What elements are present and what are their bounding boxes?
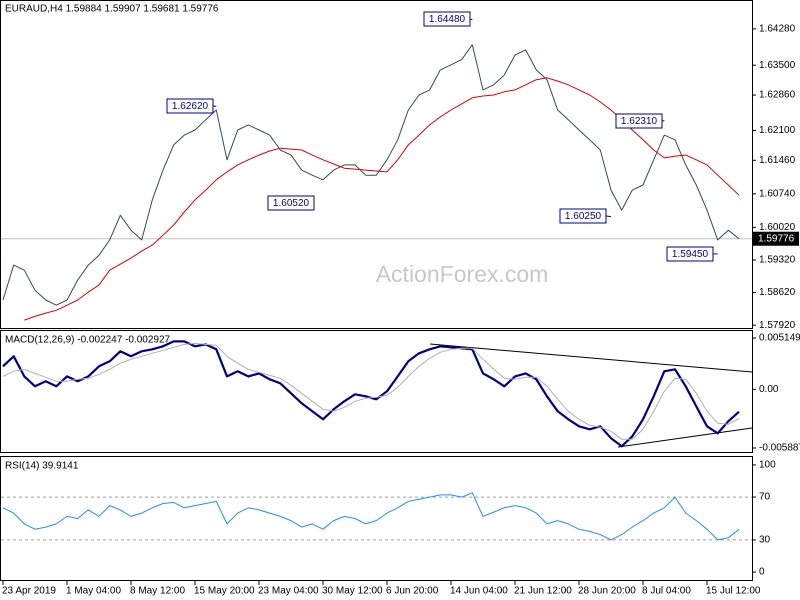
x-tick-label: 6 Jun 20:00 (386, 586, 439, 597)
y-tick-label: 70 (759, 492, 771, 503)
y-tick-label: 0.00 (759, 384, 779, 395)
y-tick-label: 30 (759, 535, 771, 546)
rsi-panel (0, 456, 753, 581)
x-tick-label: 21 Jun 12:00 (514, 586, 572, 597)
x-tick-label: 23 May 04:00 (258, 586, 319, 597)
y-tick-label: 1.63500 (759, 60, 796, 71)
annotation-label: 1.62310 (621, 116, 658, 127)
annotation-label: 1.60250 (565, 211, 602, 222)
y-tick-label: 100 (759, 460, 776, 471)
macd-panel (0, 330, 753, 453)
watermark: ActionForex.com (376, 261, 549, 287)
y-tick-label: -0.005887 (759, 443, 800, 454)
x-tick-label: 15 May 20:00 (194, 586, 255, 597)
y-tick-label: 1.57920 (759, 320, 796, 331)
series-line (2, 492, 740, 541)
annotation-box (666, 246, 714, 262)
y-tick-label: 1.62100 (759, 125, 796, 136)
trendline (617, 427, 753, 448)
x-tick-label: 1 May 04:00 (66, 586, 121, 597)
annotation-connector (605, 215, 612, 218)
x-tick-label: 14 Jun 04:00 (450, 586, 508, 597)
y-tick-label: 0.005149 (759, 333, 800, 344)
series-line (2, 342, 740, 440)
x-tick-label: 28 Jun 20:00 (578, 586, 636, 597)
y-tick-label: 1.61460 (759, 155, 796, 166)
annotation-box (615, 113, 663, 129)
y-tick-label: 1.60740 (759, 188, 796, 199)
x-tick-label: 8 Jul 04:00 (642, 586, 691, 597)
x-tick-label: 8 May 12:00 (130, 586, 185, 597)
y-tick-label: 0 (759, 567, 765, 578)
y-tick-label: 1.58620 (759, 287, 796, 298)
series-line (2, 44, 740, 306)
annotation-box (423, 11, 471, 27)
price-panel (0, 0, 753, 329)
annotation-box (166, 98, 214, 114)
x-tick-label: 30 May 12:00 (322, 586, 383, 597)
x-tick-label: 15 Jul 12:00 (706, 586, 761, 597)
x-tick-label: 23 Apr 2019 (2, 586, 56, 597)
annotation-label: 1.62620 (172, 101, 209, 112)
y-tick-label: 1.62860 (759, 90, 796, 101)
last-price-label: 1.59776 (758, 233, 795, 244)
annotation-box (267, 195, 315, 211)
price-title: EURAUD,H4 1.59884 1.59907 1.59681 1.5977… (5, 4, 219, 15)
annotation-label: 1.59450 (672, 249, 709, 260)
y-tick-label: 1.60020 (759, 222, 796, 233)
last-price-box (753, 231, 799, 246)
y-tick-label: 1.59320 (759, 255, 796, 266)
rsi-title: RSI(14) 39.9141 (5, 461, 79, 472)
annotation-label: 1.60520 (273, 198, 310, 209)
annotation-label: 1.64480 (429, 14, 466, 25)
annotation-box (559, 208, 607, 224)
y-tick-label: 1.64280 (759, 24, 796, 35)
trendline (429, 343, 753, 373)
macd-title: MACD(12,26,9) -0.002247 -0.002927 (5, 335, 171, 346)
